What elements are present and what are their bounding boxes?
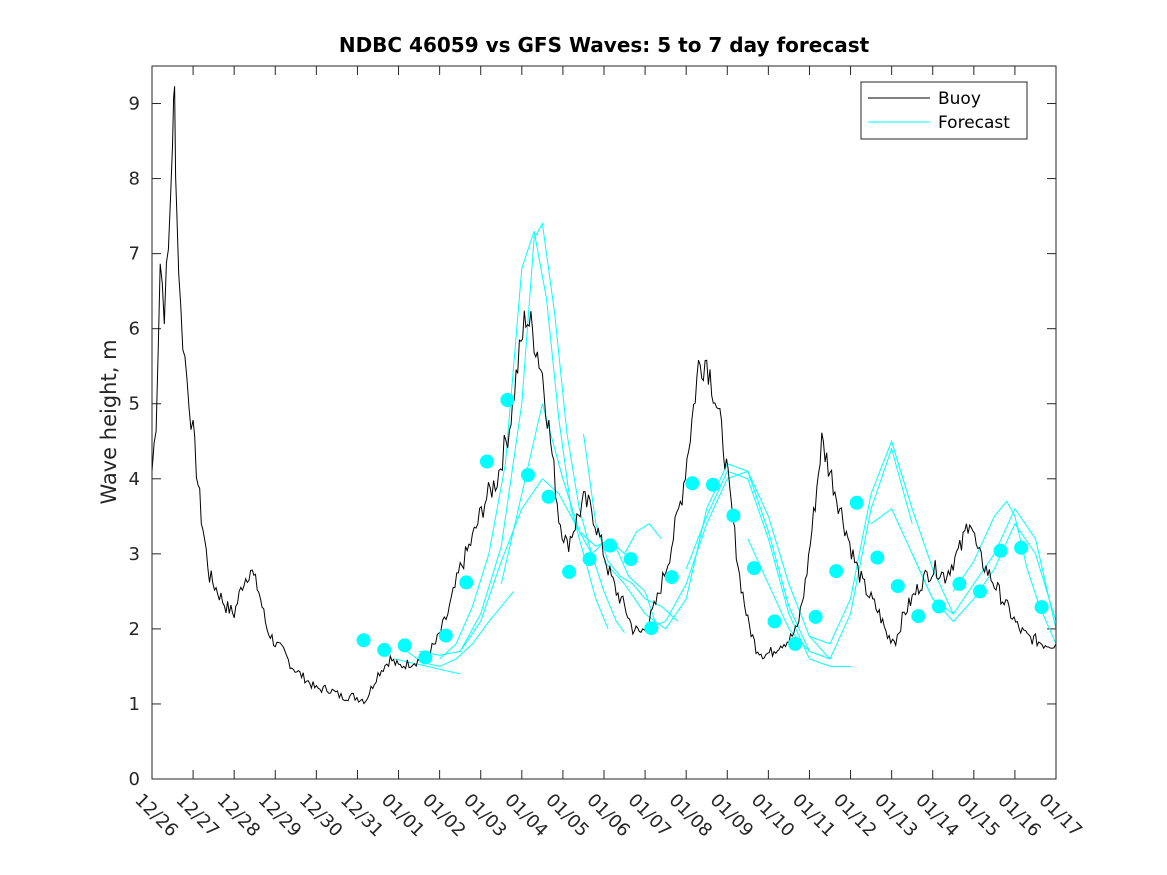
y-tick-label: 2 [129, 619, 140, 640]
forecast-line [747, 447, 913, 660]
forecast-marker [377, 642, 392, 657]
forecast-marker [644, 621, 659, 636]
y-tick-label: 6 [129, 319, 140, 340]
forecast-marker [438, 628, 453, 643]
forecast-marker [870, 550, 885, 565]
y-tick-label: 7 [129, 244, 140, 265]
forecast-line [419, 478, 543, 656]
y-tick-label: 4 [129, 469, 140, 490]
forecast-marker [788, 636, 803, 651]
forecast-line [952, 500, 1057, 645]
y-tick-label: 5 [129, 394, 140, 415]
forecast-marker [808, 609, 823, 624]
buoy-line [151, 86, 1057, 705]
forecast-marker [849, 495, 864, 510]
forecast-marker [1014, 540, 1029, 555]
plot-area [152, 66, 1056, 779]
y-tick-label: 1 [129, 694, 140, 715]
forecast-marker [952, 576, 967, 591]
forecast-marker [1034, 600, 1049, 615]
chart-title: NDBC 46059 vs GFS Waves: 5 to 7 day fore… [339, 33, 870, 57]
forecast-marker [685, 476, 700, 491]
forecast-marker [521, 468, 535, 482]
forecast-line [439, 230, 609, 660]
forecast-marker [582, 552, 597, 567]
forecast-marker [356, 633, 371, 648]
legend-forecast-label: Forecast [938, 113, 1010, 133]
forecast-line [542, 478, 662, 555]
forecast-marker [562, 564, 577, 579]
y-tick-label: 9 [129, 94, 140, 115]
y-axis-label: Wave height, m [97, 339, 121, 504]
forecast-marker [747, 561, 761, 576]
forecast-marker [541, 489, 556, 504]
legend-box [860, 81, 1028, 140]
forecast-marker [890, 579, 905, 594]
forecast-marker [418, 650, 433, 665]
forecast-line [459, 222, 625, 652]
forecast-line [809, 439, 954, 645]
y-tick-label: 8 [129, 169, 140, 190]
forecast-marker [767, 614, 782, 629]
forecast-marker [993, 543, 1008, 558]
forecast-marker [664, 570, 679, 585]
forecast-line [603, 463, 810, 652]
forecast-marker [623, 552, 638, 567]
forecast-marker [479, 454, 494, 469]
forecast-marker [911, 609, 926, 624]
forecast-marker [705, 477, 720, 492]
forecast-marker [973, 584, 987, 599]
legend: Buoy Forecast [860, 81, 1028, 140]
forecast-line [500, 403, 658, 630]
forecast-marker [459, 575, 474, 590]
forecast-marker [726, 508, 741, 523]
y-axis: 0 1 2 3 4 5 6 7 8 9 [129, 94, 1056, 790]
forecast-line [870, 508, 1057, 623]
forecast-line [685, 470, 851, 667]
forecast-marker [603, 538, 618, 553]
series-layer [151, 86, 1057, 705]
forecast-marker [500, 393, 515, 407]
legend-buoy-label: Buoy [938, 89, 981, 109]
forecast-marker [931, 599, 946, 614]
plot-frame [151, 65, 1057, 780]
y-tick-label: 3 [129, 544, 140, 565]
forecast-marker [397, 638, 412, 653]
forecast-marker [829, 564, 844, 579]
forecast-line [394, 658, 461, 675]
y-tick-label: 0 [129, 769, 140, 790]
